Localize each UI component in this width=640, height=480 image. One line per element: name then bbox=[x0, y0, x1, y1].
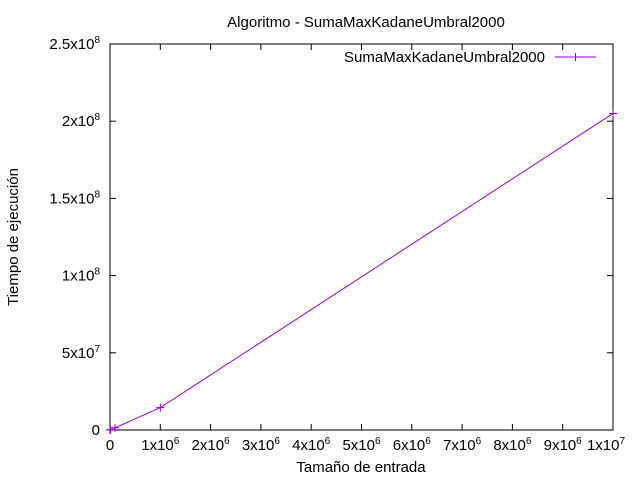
x-tick-label-exponent: 6 bbox=[274, 436, 280, 447]
x-tick-label-base: 7x10 bbox=[443, 437, 476, 454]
legend-label: SumaMaxKadaneUmbral2000 bbox=[344, 49, 545, 66]
chart-title: Algoritmo - SumaMaxKadaneUmbral2000 bbox=[227, 14, 505, 31]
y-tick-label-exponent: 8 bbox=[94, 189, 100, 200]
x-tick-label-base: 1x10 bbox=[587, 437, 620, 454]
x-tick-label-base: 4x10 bbox=[292, 437, 325, 454]
x-tick-label-exponent: 6 bbox=[174, 436, 180, 447]
y-tick-label-base: 1x10 bbox=[62, 268, 95, 285]
y-tick-label-base: 2x10 bbox=[62, 113, 95, 130]
y-tick-label: 1x108 bbox=[62, 267, 101, 285]
x-axis-label: Tamaño de entrada bbox=[296, 459, 426, 476]
y-tick-label-exponent: 8 bbox=[94, 267, 100, 278]
y-tick-label: 2.5x108 bbox=[49, 35, 100, 53]
x-tick-label-base: 0 bbox=[106, 437, 114, 454]
y-tick-label: 0 bbox=[92, 422, 100, 439]
y-tick-label: 5x107 bbox=[62, 344, 101, 362]
x-tick-label-base: 5x10 bbox=[342, 437, 375, 454]
data-point bbox=[106, 425, 115, 434]
data-point bbox=[609, 109, 617, 118]
data-point bbox=[111, 423, 120, 432]
x-tick-label-base: 6x10 bbox=[393, 437, 426, 454]
legend: SumaMaxKadaneUmbral2000 bbox=[344, 49, 596, 66]
x-tick-label-exponent: 7 bbox=[619, 436, 625, 447]
x-tick-label-exponent: 6 bbox=[375, 436, 381, 447]
y-tick-label-base: 1.5x10 bbox=[49, 190, 94, 207]
x-tick-label: 1x107 bbox=[587, 436, 626, 454]
x-tick-label-exponent: 6 bbox=[526, 436, 532, 447]
y-tick-label-base: 0 bbox=[92, 422, 100, 439]
y-tick-label-base: 5x10 bbox=[62, 345, 95, 362]
x-tick-label-base: 2x10 bbox=[192, 437, 225, 454]
x-tick-label: 1x106 bbox=[141, 436, 180, 454]
x-tick-label: 5x106 bbox=[342, 436, 381, 454]
x-tick-label: 0 bbox=[106, 437, 114, 454]
x-tick-label: 3x106 bbox=[242, 436, 281, 454]
x-tick-label-base: 9x10 bbox=[544, 437, 577, 454]
x-tick-label-exponent: 6 bbox=[476, 436, 482, 447]
x-tick-label-base: 3x10 bbox=[242, 437, 275, 454]
y-axis-label: Tiempo de ejecución bbox=[5, 168, 22, 306]
y-tick-label-exponent: 7 bbox=[94, 344, 100, 355]
x-tick-label-base: 1x10 bbox=[141, 437, 174, 454]
x-tick-label-exponent: 6 bbox=[224, 436, 230, 447]
y-tick-label-exponent: 8 bbox=[94, 112, 100, 123]
x-tick-label-exponent: 6 bbox=[325, 436, 331, 447]
x-tick-label-base: 8x10 bbox=[493, 437, 526, 454]
y-tick-label-exponent: 8 bbox=[94, 35, 100, 46]
x-tick-label: 7x106 bbox=[443, 436, 482, 454]
x-tick-label: 8x106 bbox=[493, 436, 532, 454]
y-tick-label: 1.5x108 bbox=[49, 189, 100, 207]
x-axis: 0 1x106 2x106 3x106 4x106 5x106 6x106 7x106 8x10… bbox=[106, 44, 626, 454]
x-tick-label: 9x106 bbox=[544, 436, 583, 454]
x-tick-label: 4x106 bbox=[292, 436, 331, 454]
data-point bbox=[156, 403, 165, 412]
series-layer bbox=[106, 109, 617, 434]
x-tick-label-exponent: 6 bbox=[425, 436, 431, 447]
x-tick-label-exponent: 6 bbox=[576, 436, 582, 447]
y-tick-label: 2x108 bbox=[62, 112, 101, 130]
x-tick-label: 2x106 bbox=[192, 436, 231, 454]
y-tick-label-base: 2.5x10 bbox=[49, 36, 94, 53]
x-tick-label: 6x106 bbox=[393, 436, 432, 454]
